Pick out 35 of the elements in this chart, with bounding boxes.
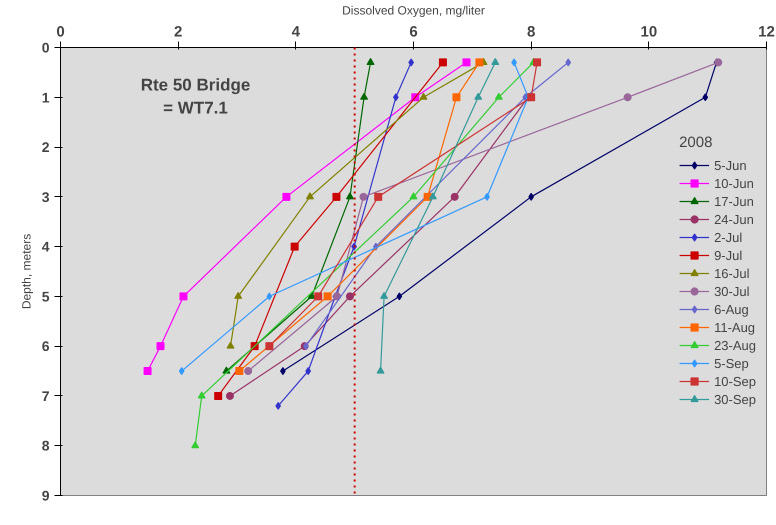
- legend-label: 23-Aug: [714, 336, 756, 354]
- legend-label: 11-Aug: [714, 318, 756, 336]
- y-tick-label: 5: [42, 288, 50, 304]
- legend-label: 17-Jun: [714, 192, 754, 210]
- y-tick-label: 2: [42, 139, 50, 156]
- y-tick-label: 4: [42, 238, 50, 255]
- legend-label: 10-Jun: [714, 174, 754, 192]
- x-tick-label: 10: [640, 24, 658, 40]
- y-tick-label: 9: [42, 488, 50, 504]
- y-tick-label: 7: [42, 388, 50, 404]
- legend-label: 2-Jul: [714, 228, 742, 246]
- x-tick-label: 0: [56, 24, 65, 40]
- x-tick-label: 12: [758, 24, 775, 40]
- y-tick-label: 6: [42, 338, 50, 354]
- x-tick-label: 6: [409, 24, 418, 40]
- legend-label: 16-Jul: [714, 264, 750, 282]
- legend-label: 30-Sep: [714, 390, 756, 408]
- y-tick-label: 8: [42, 438, 50, 454]
- y-tick-label: 3: [42, 188, 50, 205]
- legend-label: 10-Sep: [714, 372, 756, 390]
- x-tick-label: 8: [526, 24, 536, 40]
- y-tick-label: 1: [42, 89, 50, 106]
- legend-label: 30-Jul: [714, 282, 750, 300]
- legend-title: 2008: [679, 134, 714, 151]
- legend-label: 24-Jun: [714, 210, 754, 228]
- x-axis-title: Dissolved Oxygen, mg/liter: [342, 4, 485, 18]
- legend-label: 6-Aug: [714, 300, 749, 318]
- legend-label: 9-Jul: [714, 246, 742, 264]
- annotation: Rte 50 Bridge = WT7.1: [140, 76, 250, 118]
- legend-label: 5-Sep: [714, 354, 749, 372]
- y-tick-label: 0: [42, 40, 50, 56]
- x-tick-label: 2: [174, 24, 182, 40]
- x-tick-label: 4: [292, 24, 301, 40]
- y-axis-title: Depth, meters: [20, 234, 34, 310]
- legend-label: 5-Jun: [714, 156, 747, 174]
